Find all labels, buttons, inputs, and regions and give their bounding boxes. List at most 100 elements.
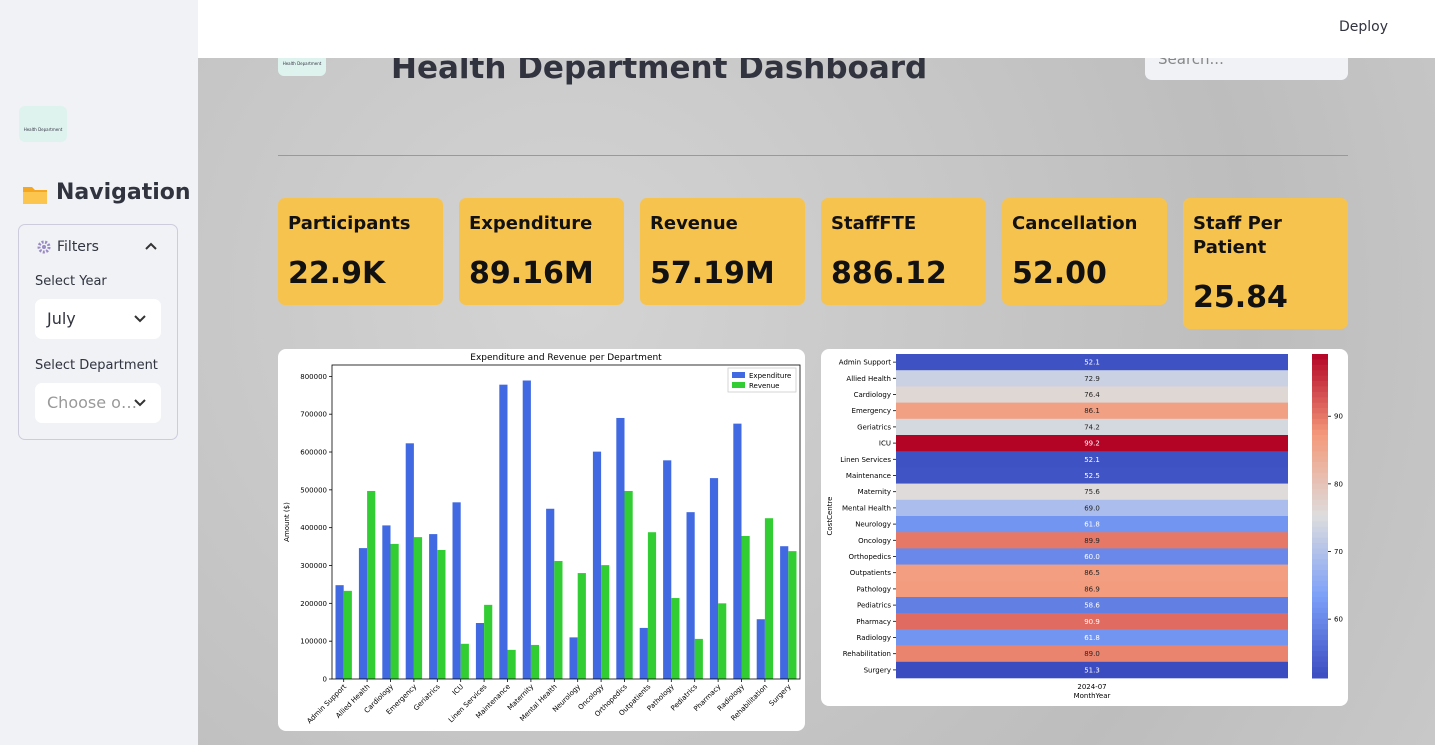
bar (718, 603, 727, 679)
heatmap-cell (896, 645, 1288, 663)
y-tick-label: Emergency (852, 407, 891, 415)
colorbar-segment (1312, 435, 1328, 441)
y-tick-label: Pathology (857, 585, 891, 593)
cell-label: 58.6 (1084, 602, 1100, 610)
year-label: Select Year (35, 274, 107, 289)
heatmap: 52.1 Admin Support 72.9 Allied Health 76.4 Ca… (826, 354, 1343, 700)
colorbar-segment (1312, 359, 1328, 366)
folder-icon (23, 187, 47, 204)
y-tick-label: 700000 (300, 411, 327, 419)
cell-label: 52.1 (1084, 359, 1100, 367)
colorbar-segment (1312, 472, 1328, 479)
colorbar-segment (1312, 570, 1328, 576)
kpi-value: 89.16M (469, 256, 594, 291)
y-tick-label: Neurology (855, 521, 891, 529)
colorbar-segment (1312, 370, 1328, 377)
bar (382, 525, 391, 679)
kpi-value: 57.19M (650, 256, 775, 291)
kpi-card: StaffFTE 886.12 (821, 198, 986, 305)
colorbar-segment (1312, 418, 1328, 425)
bar (616, 417, 625, 679)
filters-label: Filters (57, 239, 99, 255)
colorbar-segment (1312, 629, 1328, 636)
colorbar-segment (1312, 402, 1328, 409)
bar (499, 384, 508, 679)
colorbar-segment (1312, 559, 1328, 566)
bar (367, 490, 376, 679)
bar (733, 423, 742, 679)
colorbar-segment (1312, 510, 1328, 517)
plot-frame (331, 364, 801, 680)
bar (460, 643, 469, 679)
y-tick-label: Geriatrics (857, 423, 891, 431)
colorbar-segment (1312, 602, 1328, 609)
bar-chart: Expenditure and Revenue per Department Am… (283, 353, 801, 725)
heatmap-cell (896, 516, 1288, 533)
y-tick-label: 200000 (300, 600, 327, 608)
colorbar-segment (1312, 526, 1328, 533)
colorbar-segment (1312, 354, 1328, 360)
legend-label: Expenditure (749, 372, 791, 380)
kpi-card: Expenditure 89.16M (459, 198, 624, 305)
filters-expander[interactable] (18, 224, 178, 440)
department-select[interactable]: Choose o… (35, 383, 161, 423)
department-label: Select Department (35, 358, 158, 373)
deploy-button[interactable]: Deploy (1339, 19, 1389, 35)
colorbar-segment (1312, 661, 1328, 668)
colorbar-segment (1312, 451, 1328, 458)
y-tick-label: Admin Support (839, 359, 891, 367)
top-bar: Deploy (198, 0, 1435, 58)
cell-label: 69.0 (1084, 504, 1100, 512)
kpi-label: Staff Per Patient (1193, 213, 1282, 258)
cell-label: 86.1 (1084, 407, 1100, 415)
cell-label: 61.8 (1084, 634, 1100, 642)
colorbar-segment (1312, 607, 1328, 614)
colorbar-segment (1312, 408, 1328, 414)
year-select[interactable]: July (35, 299, 161, 339)
colorbar-segment (1312, 537, 1328, 544)
kpi-value: 52.00 (1012, 256, 1107, 291)
x-tick-label: ICU (451, 683, 465, 697)
kpi-label: Revenue (650, 213, 738, 234)
colorbar-segment (1312, 656, 1328, 663)
colorbar-segment (1312, 391, 1328, 398)
bar (709, 478, 719, 679)
bar (413, 537, 423, 679)
colorbar-segment (1312, 543, 1328, 549)
bar (639, 627, 648, 679)
heatmap-cell (896, 564, 1288, 582)
heatmap-cell (896, 370, 1288, 387)
colorbar-segment (1312, 667, 1328, 674)
colorbar-segment (1312, 456, 1328, 463)
bar (671, 598, 680, 679)
y-tick-label: Maintenance (846, 472, 891, 480)
sidebar: Health Department Navigation Filters Sel… (0, 0, 198, 745)
cell-label: 89.9 (1084, 537, 1100, 545)
heatmap-cell (896, 580, 1288, 598)
chart-title: Expenditure and Revenue per Department (470, 353, 662, 363)
colorbar-segment (1312, 505, 1328, 512)
colorbar-segment (1312, 440, 1328, 447)
collapse-icon[interactable] (144, 241, 158, 251)
x-tick-label: Surgery (768, 683, 793, 708)
colorbar-segment (1312, 494, 1328, 501)
bar (343, 590, 352, 679)
colorbar-segment (1312, 634, 1328, 641)
bar (484, 604, 493, 679)
kpi-label: Cancellation (1012, 213, 1138, 234)
heatmap-cell (896, 661, 1288, 679)
bar (335, 585, 344, 679)
y-tick-label: Orthopedics (849, 553, 892, 561)
cell-label: 90.9 (1084, 618, 1100, 626)
y-tick-label: Maternity (858, 488, 891, 496)
heatmap-cell (896, 532, 1288, 549)
cell-label: 72.9 (1084, 375, 1100, 383)
bar (624, 490, 633, 679)
kpi-value: 22.9K (288, 256, 386, 291)
sidebar-logo: Health Department (19, 106, 67, 142)
colorbar-segment (1312, 483, 1328, 490)
kpi-card: Cancellation 52.00 (1002, 198, 1167, 305)
bar (390, 543, 399, 679)
gear-icon (37, 240, 51, 254)
